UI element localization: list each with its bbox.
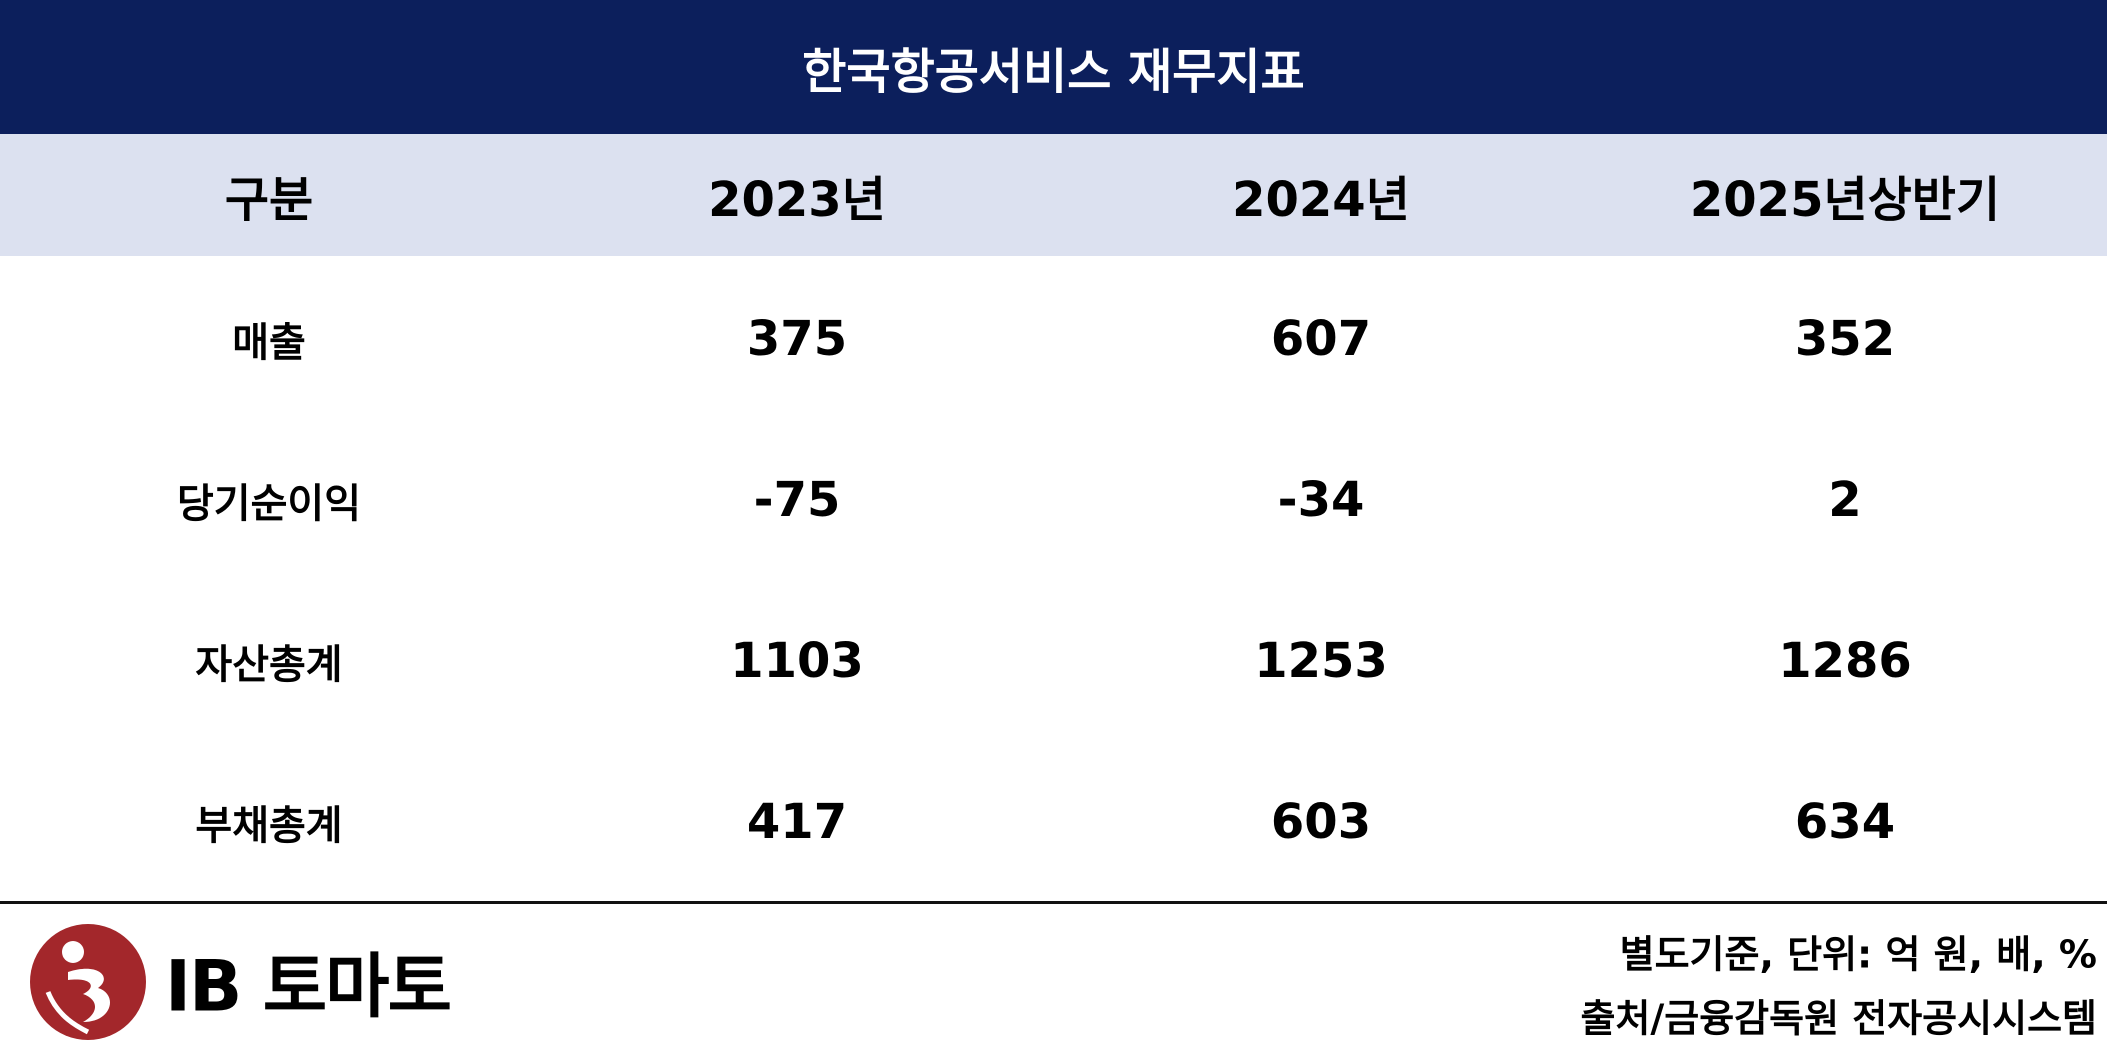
- logo-text: IB 토마토: [165, 945, 452, 1028]
- value-cell: 634: [1794, 794, 1896, 850]
- header-cell: 2023년: [708, 172, 886, 228]
- value-cell: 603: [1270, 794, 1372, 850]
- row-label: 부채총계: [195, 803, 343, 849]
- logo-icon: [30, 924, 146, 1040]
- divider: [0, 901, 2107, 904]
- row-label: 매출: [232, 320, 306, 366]
- row-label: 자산총계: [195, 642, 343, 688]
- value-cell: 375: [746, 311, 848, 367]
- value-cell: 1253: [1254, 633, 1388, 689]
- value-cell: -75: [753, 472, 841, 528]
- title: 한국항공서비스 재무지표: [802, 44, 1305, 100]
- note: 출처/금융감독원 전자공시시스템: [1580, 996, 2097, 1041]
- header-cell: 구분: [224, 172, 314, 228]
- header-cell: 2025년상반기: [1689, 172, 2001, 228]
- header-bar: [0, 134, 2107, 256]
- row-label: 당기순이익: [177, 481, 361, 527]
- value-cell: 352: [1794, 311, 1896, 367]
- value-cell: 417: [746, 794, 848, 850]
- note: 별도기준, 단위: 억 원, 배, %: [1619, 932, 2097, 977]
- value-cell: 2: [1828, 472, 1862, 528]
- value-cell: 1286: [1778, 633, 1912, 689]
- header-cell: 2024년: [1232, 172, 1410, 228]
- title-bar: 한국항공서비스 재무지표: [0, 0, 2107, 134]
- value-cell: -34: [1277, 472, 1365, 528]
- value-cell: 1103: [730, 633, 864, 689]
- value-cell: 607: [1270, 311, 1372, 367]
